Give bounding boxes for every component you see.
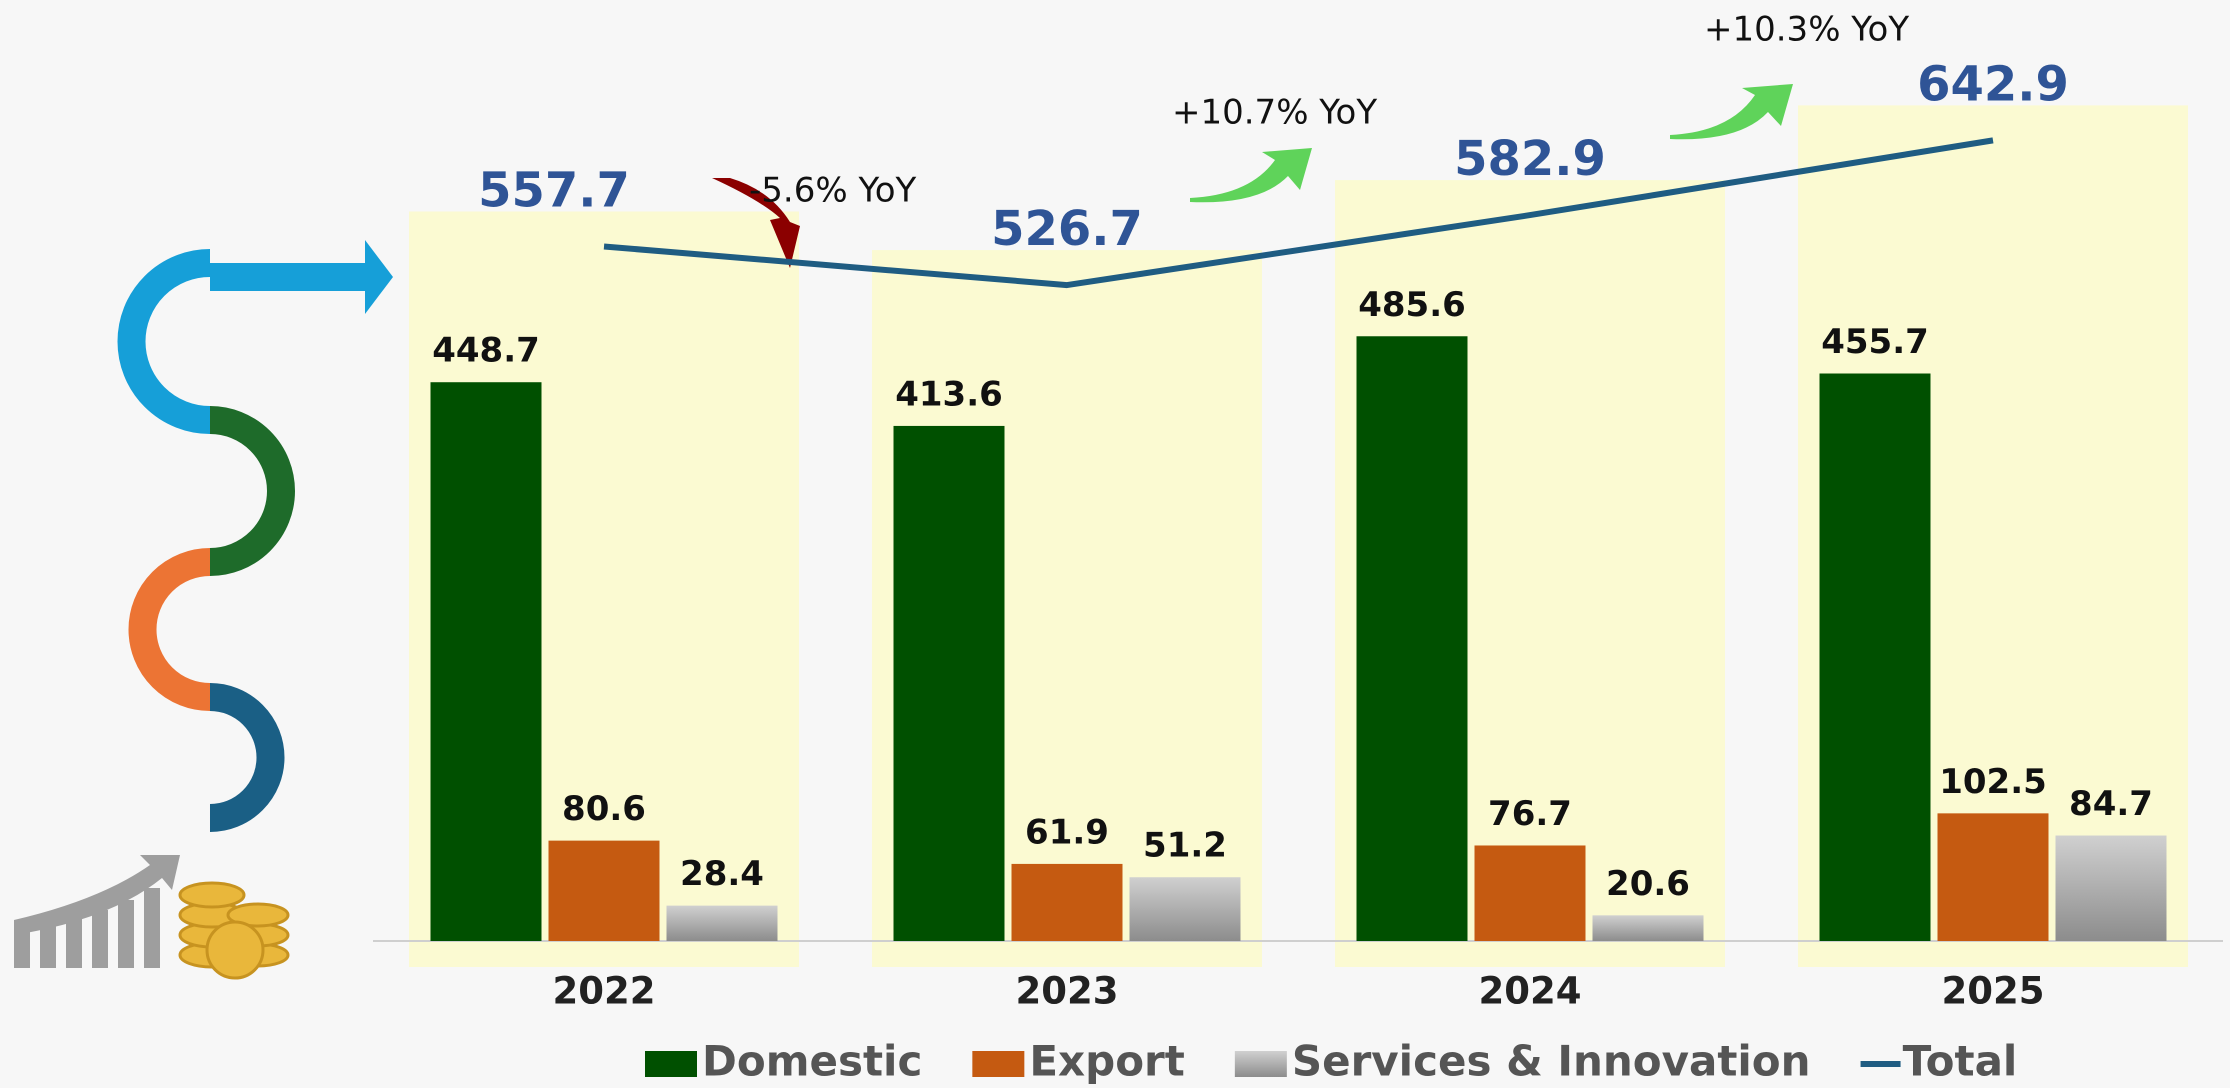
data-label: 28.4	[680, 854, 764, 894]
legend-label: Total	[1903, 1037, 2018, 1086]
data-label: 413.6	[895, 374, 1003, 414]
decoration	[14, 240, 393, 980]
bar	[1356, 336, 1468, 942]
legend-label: Export	[1029, 1037, 1185, 1086]
bar	[1819, 373, 1931, 941]
data-label: 20.6	[1606, 864, 1690, 904]
data-label: 448.7	[432, 331, 540, 371]
legend-marker	[972, 1051, 1025, 1077]
annotation: +10.3% YoY	[1704, 10, 1909, 50]
x-tick-label: 2025	[1942, 970, 2045, 1013]
total-label: 582.9	[1454, 131, 1606, 187]
total-label: 526.7	[991, 201, 1143, 257]
bar	[1129, 877, 1241, 941]
legend-marker	[1234, 1051, 1287, 1077]
annotation: -5.6% YoY	[749, 171, 917, 211]
data-label: 61.9	[1025, 812, 1109, 852]
bar	[548, 840, 660, 941]
bar	[1937, 813, 2049, 941]
total-label: 557.7	[478, 162, 630, 218]
data-label: 80.6	[562, 789, 646, 829]
bar	[1011, 863, 1123, 941]
data-label: 84.7	[2069, 784, 2153, 824]
x-tick-label: 2024	[1479, 970, 1582, 1013]
bar	[2055, 835, 2167, 941]
x-tick-label: 2023	[1016, 970, 1119, 1013]
data-label: 76.7	[1488, 794, 1572, 834]
bar	[1592, 915, 1704, 941]
data-label: 485.6	[1358, 285, 1466, 325]
data-label: 102.5	[1939, 762, 2047, 802]
x-tick-label: 2022	[553, 970, 656, 1013]
total-line	[603, 137, 1994, 289]
total-label: 642.9	[1917, 56, 2069, 112]
legend-label: Domestic	[702, 1037, 922, 1086]
bar	[1474, 845, 1586, 941]
data-label: 455.7	[1821, 322, 1929, 362]
legend-label: Services & Innovation	[1292, 1037, 1811, 1086]
bar	[666, 905, 778, 941]
annotation: +10.7% YoY	[1172, 93, 1377, 133]
data-label: 51.2	[1143, 826, 1227, 866]
legend-marker	[645, 1051, 697, 1077]
yoy-arrows	[712, 84, 1793, 268]
bar	[893, 425, 1005, 941]
bar	[430, 382, 542, 941]
